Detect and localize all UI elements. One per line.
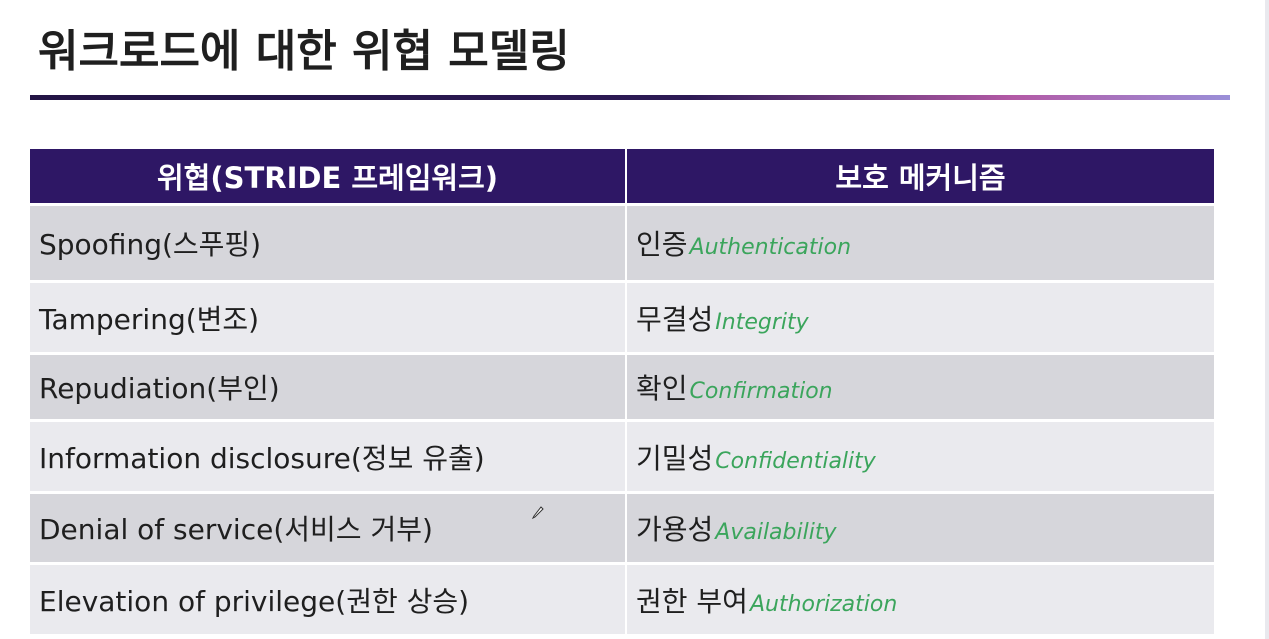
mechanism-cell: 확인Confirmation [626,352,1214,421]
threat-cell: Tampering(변조) [30,280,627,354]
table-row: Repudiation(부인) 확인Confirmation [30,352,1214,421]
slide-right-edge [1265,0,1269,639]
slide-title: 워크로드에 대한 위협 모델링 [38,26,570,77]
stride-table: 위협(STRIDE 프레임워크) 보호 메커니즘 Spoofing(스푸핑) 인… [30,149,1214,634]
mechanism-en: Authorization [749,591,898,617]
mechanism-cell: 가용성Availability [626,491,1214,564]
title-underline [30,95,1230,100]
mechanism-ko: 확인 [636,372,688,405]
table-row: Denial of service(서비스 거부) 가용성Availabilit… [30,491,1214,564]
table-header-row: 위협(STRIDE 프레임워크) 보호 메커니즘 [30,149,1214,205]
table-row: Information disclosure(정보 유출) 기밀성Confide… [30,419,1214,493]
header-threat: 위협(STRIDE 프레임워크) [30,149,627,205]
threat-cell: Spoofing(스푸핑) [30,203,627,282]
mechanism-en: Authentication [689,235,852,260]
threat-cell: Information disclosure(정보 유출) [30,419,627,493]
mechanism-en: Confidentiality [715,448,876,474]
mechanism-ko: 가용성 [636,513,714,546]
threat-cell: Denial of service(서비스 거부) [30,491,627,564]
table-row: Spoofing(스푸핑) 인증Authentication [30,203,1214,282]
mechanism-ko: 권한 부여 [636,584,748,618]
threat-cell: Repudiation(부인) [30,352,627,421]
pencil-cursor-icon [531,506,544,519]
mechanism-en: Integrity [715,309,809,335]
mechanism-en: Availability [715,520,837,545]
table-row: Elevation of privilege(권한 상승) 권한 부여Autho… [30,562,1214,634]
mechanism-ko: 기밀성 [636,441,714,475]
mechanism-ko: 인증 [636,228,688,261]
mechanism-en: Confirmation [689,379,833,404]
mechanism-cell: 권한 부여Authorization [626,562,1214,634]
threat-cell: Elevation of privilege(권한 상승) [30,562,627,634]
mechanism-cell: 무결성Integrity [626,280,1214,354]
header-protection-mechanism: 보호 메커니즘 [626,149,1214,205]
table-row: Tampering(변조) 무결성Integrity [30,280,1214,354]
mechanism-ko: 무결성 [636,302,714,336]
mechanism-cell: 기밀성Confidentiality [626,419,1214,493]
mechanism-cell: 인증Authentication [626,203,1214,282]
